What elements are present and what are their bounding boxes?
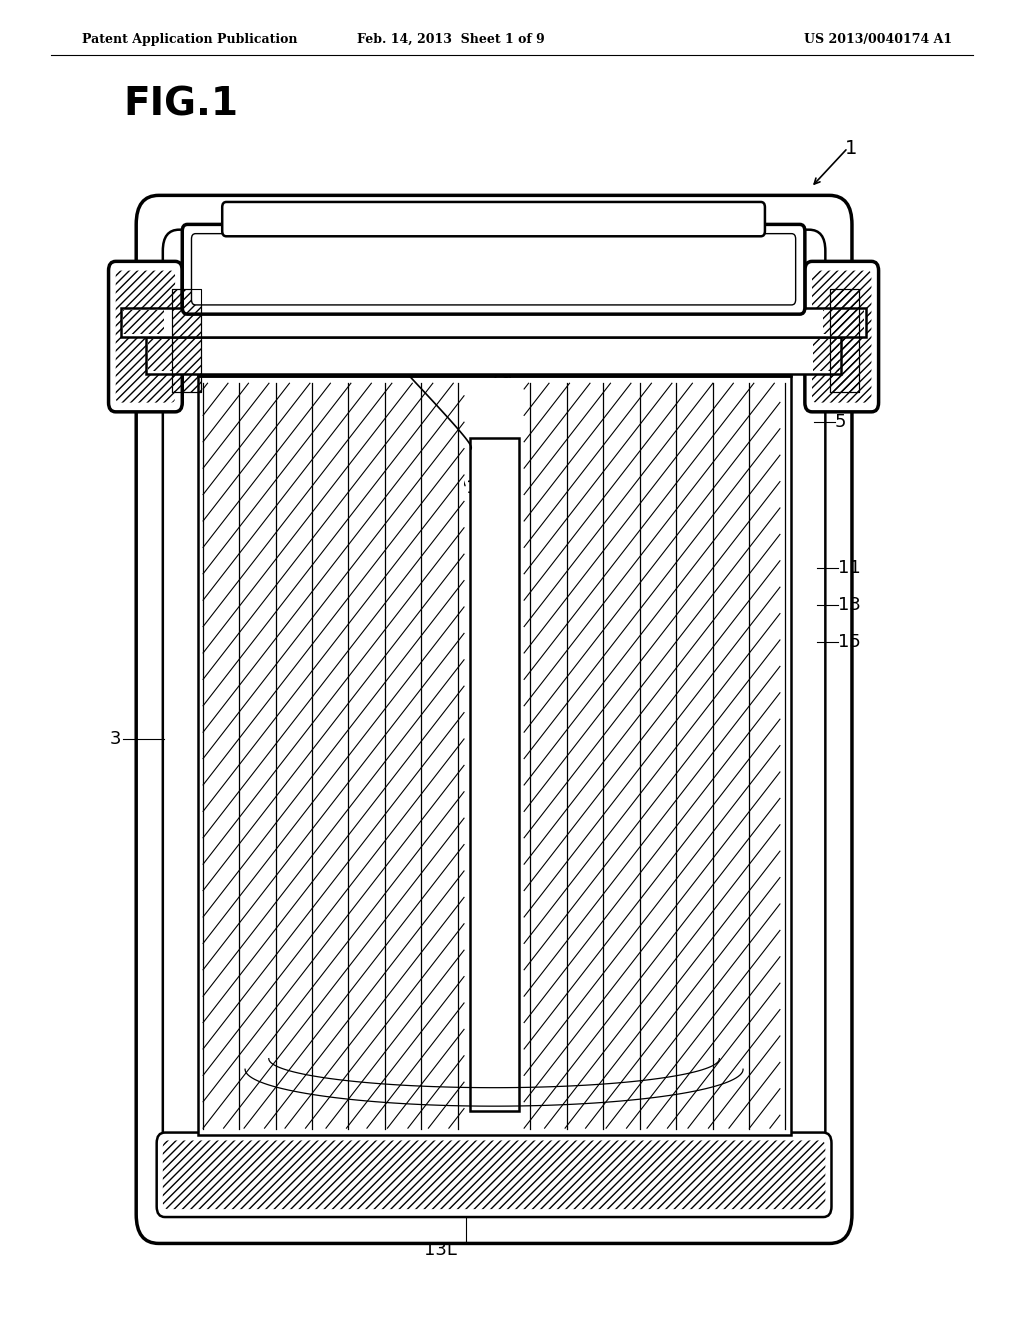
Text: 13L: 13L [424,1241,457,1259]
Text: Feb. 14, 2013  Sheet 1 of 9: Feb. 14, 2013 Sheet 1 of 9 [356,33,545,46]
Text: 7: 7 [322,356,334,375]
Bar [524,383,780,1129]
Text: US 2013/0040174 A1: US 2013/0040174 A1 [804,33,952,46]
Bar [121,308,866,337]
FancyBboxPatch shape [157,1133,831,1217]
Text: 3: 3 [110,730,121,748]
Text: 11L: 11L [466,479,499,498]
Bar [123,310,164,334]
Bar [469,438,519,1111]
Bar [148,339,174,371]
Text: 1: 1 [845,139,857,157]
Text: 5: 5 [835,413,846,432]
Text: 13: 13 [838,595,860,614]
Bar [172,289,201,392]
Bar [813,339,839,371]
FancyBboxPatch shape [136,195,852,1243]
Bar [203,383,465,1129]
FancyBboxPatch shape [163,230,825,1209]
Text: 7a: 7a [490,364,513,383]
Text: FIG.1: FIG.1 [123,86,238,124]
FancyBboxPatch shape [191,234,796,305]
Bar [146,337,841,374]
Bar [830,289,859,392]
Text: 11: 11 [838,558,860,577]
Bar [198,376,791,1135]
Text: 15: 15 [838,632,860,651]
FancyBboxPatch shape [222,202,765,236]
Bar [823,310,864,334]
Text: Patent Application Publication: Patent Application Publication [82,33,297,46]
FancyBboxPatch shape [182,224,805,314]
FancyBboxPatch shape [109,261,182,412]
Text: 4: 4 [140,318,152,337]
FancyBboxPatch shape [805,261,879,412]
